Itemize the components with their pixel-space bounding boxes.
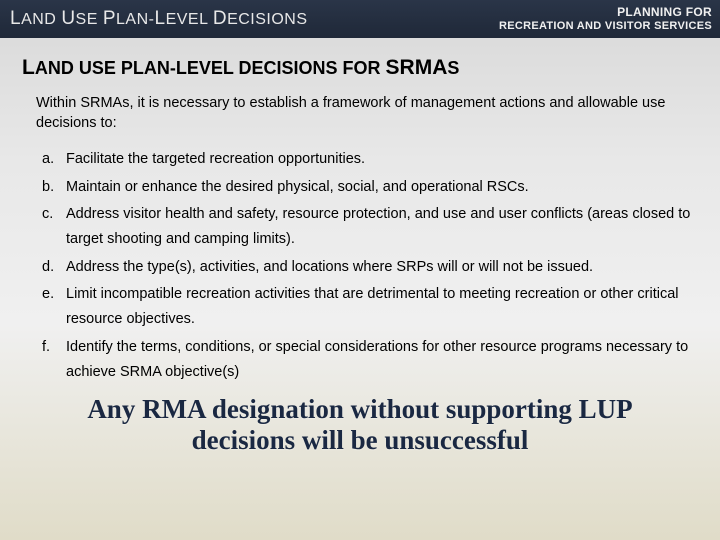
section-title: LAND USE PLAN-LEVEL DECISIONS FOR SRMAS: [22, 56, 698, 80]
list-marker: d.: [42, 255, 66, 280]
list-item: a.Facilitate the targeted recreation opp…: [42, 147, 698, 172]
list-text: Identify the terms, conditions, or speci…: [66, 335, 698, 386]
intro-text: Within SRMAs, it is necessary to establi…: [36, 94, 688, 133]
list-item: e.Limit incompatible recreation activiti…: [42, 282, 698, 333]
list-marker: e.: [42, 282, 66, 333]
header-title-left: LAND USE PLAN-LEVEL DECISIONS: [10, 8, 308, 30]
header-title-right: PLANNING FOR RECREATION AND VISITOR SERV…: [499, 5, 712, 33]
ordered-list: a.Facilitate the targeted recreation opp…: [42, 147, 698, 385]
footer-statement: Any RMA designation without supporting L…: [22, 394, 698, 456]
list-item: d.Address the type(s), activities, and l…: [42, 255, 698, 280]
list-marker: b.: [42, 175, 66, 200]
list-text: Address visitor health and safety, resou…: [66, 202, 698, 253]
list-item: b.Maintain or enhance the desired physic…: [42, 175, 698, 200]
list-marker: f.: [42, 335, 66, 386]
header-bar: LAND USE PLAN-LEVEL DECISIONS PLANNING F…: [0, 0, 720, 38]
list-item: c.Address visitor health and safety, res…: [42, 202, 698, 253]
list-text: Facilitate the targeted recreation oppor…: [66, 147, 698, 172]
list-text: Address the type(s), activities, and loc…: [66, 255, 698, 280]
list-text: Limit incompatible recreation activities…: [66, 282, 698, 333]
header-right-line2: RECREATION AND VISITOR SERVICES: [499, 20, 712, 33]
header-right-line1: PLANNING FOR: [499, 5, 712, 19]
list-text: Maintain or enhance the desired physical…: [66, 175, 698, 200]
list-marker: a.: [42, 147, 66, 172]
list-marker: c.: [42, 202, 66, 253]
list-item: f.Identify the terms, conditions, or spe…: [42, 335, 698, 386]
content-area: LAND USE PLAN-LEVEL DECISIONS FOR SRMAS …: [0, 38, 720, 456]
